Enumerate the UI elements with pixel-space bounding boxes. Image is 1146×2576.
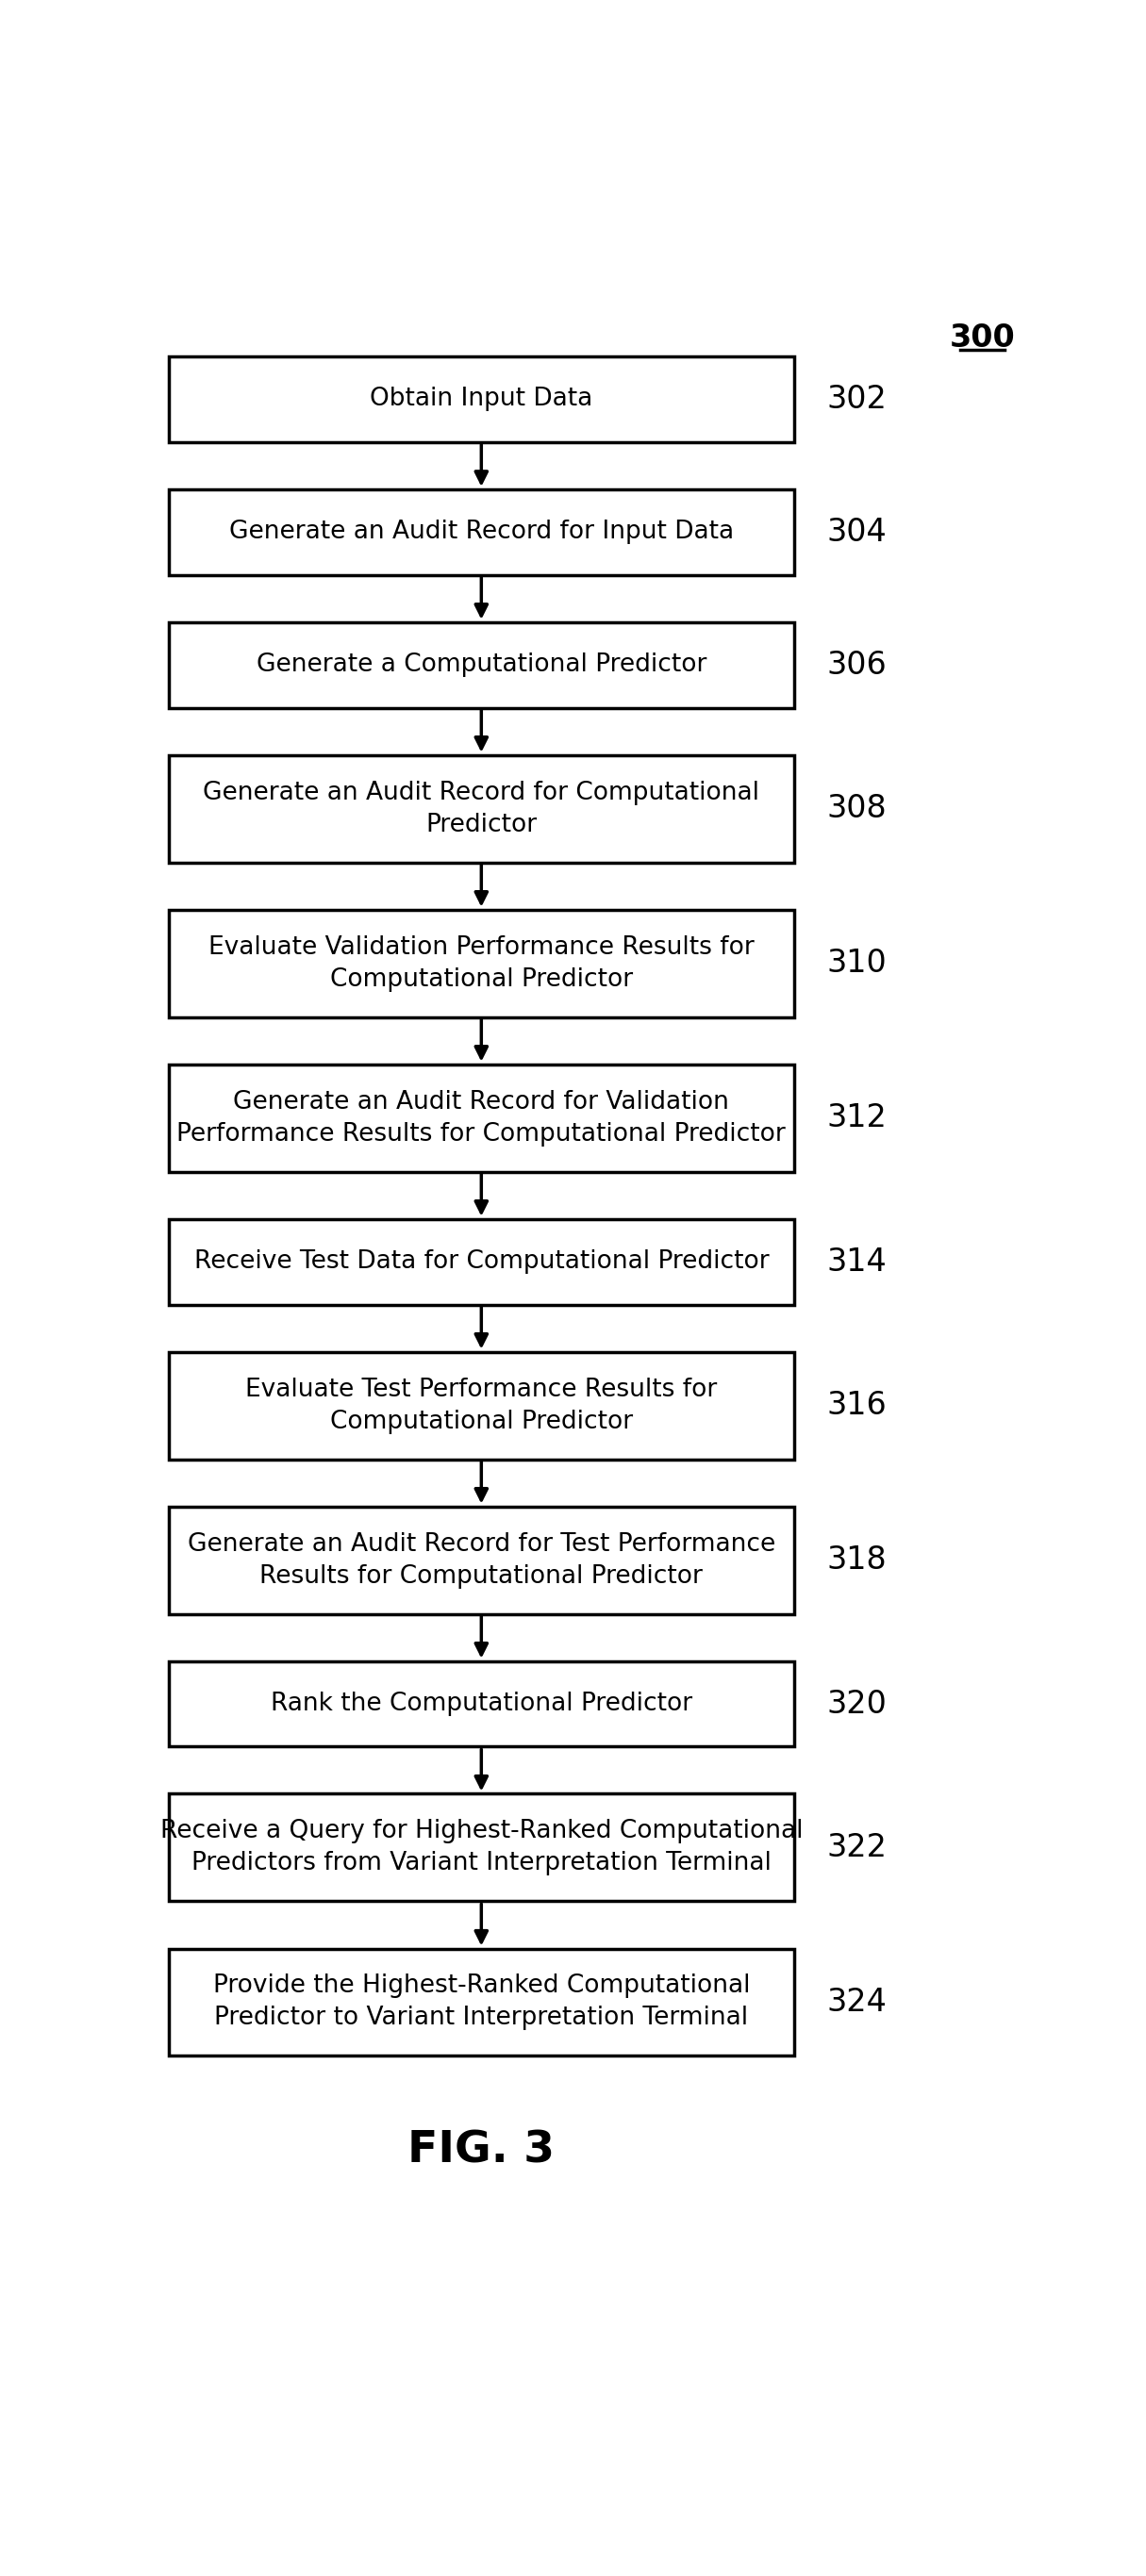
Text: 304: 304 [826,515,887,549]
Text: Evaluate Validation Performance Results for
Computational Predictor: Evaluate Validation Performance Results … [209,935,754,992]
Text: Evaluate Test Performance Results for
Computational Predictor: Evaluate Test Performance Results for Co… [245,1378,717,1435]
Bar [168,1662,794,1747]
Text: Generate an Audit Record for Validation
Performance Results for Computational Pr: Generate an Audit Record for Validation … [176,1090,786,1146]
Text: Generate a Computational Predictor: Generate a Computational Predictor [257,652,706,677]
Bar [168,1947,794,2056]
Bar [168,755,794,863]
Text: Rank the Computational Predictor: Rank the Computational Predictor [270,1692,692,1716]
Text: 312: 312 [826,1103,887,1133]
Bar [168,621,794,708]
Text: Receive Test Data for Computational Predictor: Receive Test Data for Computational Pred… [194,1249,769,1275]
Bar [168,489,794,574]
Text: Provide the Highest-Ranked Computational
Predictor to Variant Interpretation Ter: Provide the Highest-Ranked Computational… [213,1973,749,2030]
Text: Generate an Audit Record for Input Data: Generate an Audit Record for Input Data [229,520,733,544]
Text: 316: 316 [826,1391,887,1422]
Text: Generate an Audit Record for Computational
Predictor: Generate an Audit Record for Computation… [203,781,760,837]
Bar [168,1507,794,1613]
Bar [168,1793,794,1901]
Bar [168,1218,794,1303]
Text: Obtain Input Data: Obtain Input Data [370,386,592,412]
Text: 318: 318 [826,1546,887,1577]
Text: 302: 302 [826,384,887,415]
Text: 300: 300 [950,322,1015,353]
Bar [168,355,794,443]
Text: 308: 308 [826,793,887,824]
Text: 310: 310 [826,948,887,979]
Text: 322: 322 [826,1832,887,1862]
Text: 306: 306 [826,649,887,680]
Bar [168,1064,794,1172]
Text: 314: 314 [826,1247,887,1278]
Text: 324: 324 [826,1986,887,2017]
Bar [168,909,794,1018]
Text: Receive a Query for Highest-Ranked Computational
Predictors from Variant Interpr: Receive a Query for Highest-Ranked Compu… [160,1819,802,1875]
Text: Generate an Audit Record for Test Performance
Results for Computational Predicto: Generate an Audit Record for Test Perfor… [188,1533,775,1589]
Text: FIG. 3: FIG. 3 [408,2130,555,2172]
Text: 320: 320 [826,1687,887,1718]
Bar [168,1352,794,1458]
